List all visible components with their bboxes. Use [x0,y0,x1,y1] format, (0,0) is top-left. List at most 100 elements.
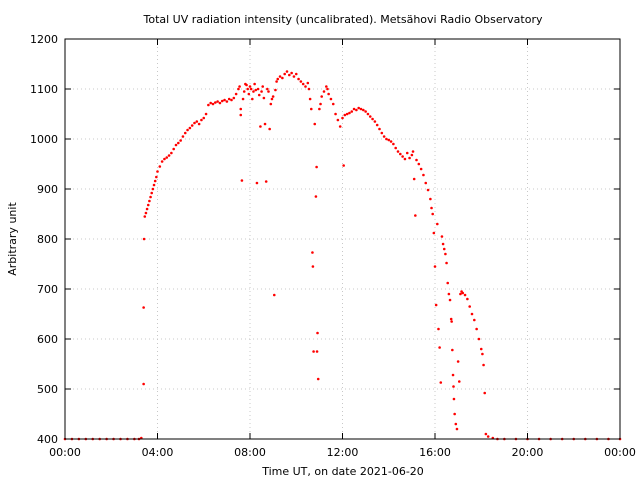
data-point [329,97,333,101]
data-point [454,422,458,426]
data-point [451,373,455,377]
data-point [373,120,377,123]
data-point [315,350,319,353]
data-point [399,152,402,156]
data-point [426,188,430,192]
data-point [436,222,439,226]
data-point [396,150,400,153]
data-point [172,147,175,151]
data-point [239,107,243,111]
data-point [179,139,182,142]
data-point [341,116,344,120]
data-point [142,306,145,309]
data-point [268,127,271,131]
data-point [422,173,425,177]
data-point [257,93,261,97]
y-tick-label: 600 [37,333,58,346]
data-point [368,115,372,118]
data-point [417,162,421,166]
x-tick-label: 04:00 [142,446,174,459]
data-point [292,75,296,78]
data-point [342,164,345,167]
data-point [484,432,488,436]
data-point [263,122,267,126]
x-tick-label: 00:00 [604,446,636,459]
data-point [232,96,236,100]
data-point [385,137,388,141]
data-point [378,127,381,131]
x-axis: 00:00 04:00 08:00 12:00 16:00 20:00 00:00 [49,39,636,459]
data-point [431,212,434,216]
data-point [432,231,436,235]
data-point [326,87,329,91]
data-point [319,102,322,106]
data-point [345,112,349,116]
data-point [188,126,192,130]
data-point [408,156,411,160]
data-point [264,180,268,183]
x-tick-label: 20:00 [512,446,544,459]
data-point [285,70,289,73]
data-point [230,98,233,102]
data-point [248,85,252,88]
y-tick-label: 1000 [30,133,58,146]
data-point [294,72,298,76]
data-point [387,138,391,142]
data-point [440,235,444,238]
data-point [238,85,241,88]
data-point [190,124,194,127]
data-point [473,318,476,322]
data-point [241,97,245,101]
data-point [320,95,323,98]
data-point [348,111,351,115]
data-point [183,131,187,135]
x-tick-label: 12:00 [327,446,359,459]
data-point [301,82,305,86]
data-point [165,156,169,159]
data-point [429,197,432,201]
data-point [149,195,152,199]
data-point [481,352,484,356]
x-tick-label: 08:00 [234,446,266,459]
data-point [255,181,259,185]
data-point [306,81,310,85]
data-point [451,348,454,352]
data-point [167,154,171,157]
data-point [441,242,445,246]
data-point [245,83,248,87]
data-point [246,87,249,91]
data-point [316,377,320,381]
data-point [401,155,404,158]
y-tick-label: 400 [37,433,58,446]
y-tick-label: 1100 [30,83,58,96]
data-point [227,97,231,101]
data-point [355,108,358,112]
data-point [152,183,156,187]
data-point [459,292,462,296]
data-point [463,293,467,297]
x-axis-label: Time UT, on date 2021-06-20 [261,465,424,478]
data-point [158,165,162,168]
data-point [270,97,274,101]
data-point [359,107,363,111]
chart-title: Total UV radiation intensity (uncalibrat… [143,13,543,26]
data-point [146,203,150,207]
data-point [211,102,215,106]
data-point [482,363,485,367]
data-point [448,298,452,302]
data-point [327,92,330,96]
y-axis-label: Arbitrary unit [6,202,19,276]
data-point [253,82,256,86]
data-point [456,360,460,363]
data-point [362,108,365,112]
data-point [434,303,438,307]
data-point [272,293,276,297]
data-point [452,397,456,401]
data-point [311,251,314,254]
y-axis: 400 500 600 700 800 900 1000 1100 1200 [30,33,620,446]
data-point [415,158,418,162]
data-point [204,112,208,116]
data-point [275,80,278,83]
data-point [430,206,433,210]
data-point [177,141,180,145]
